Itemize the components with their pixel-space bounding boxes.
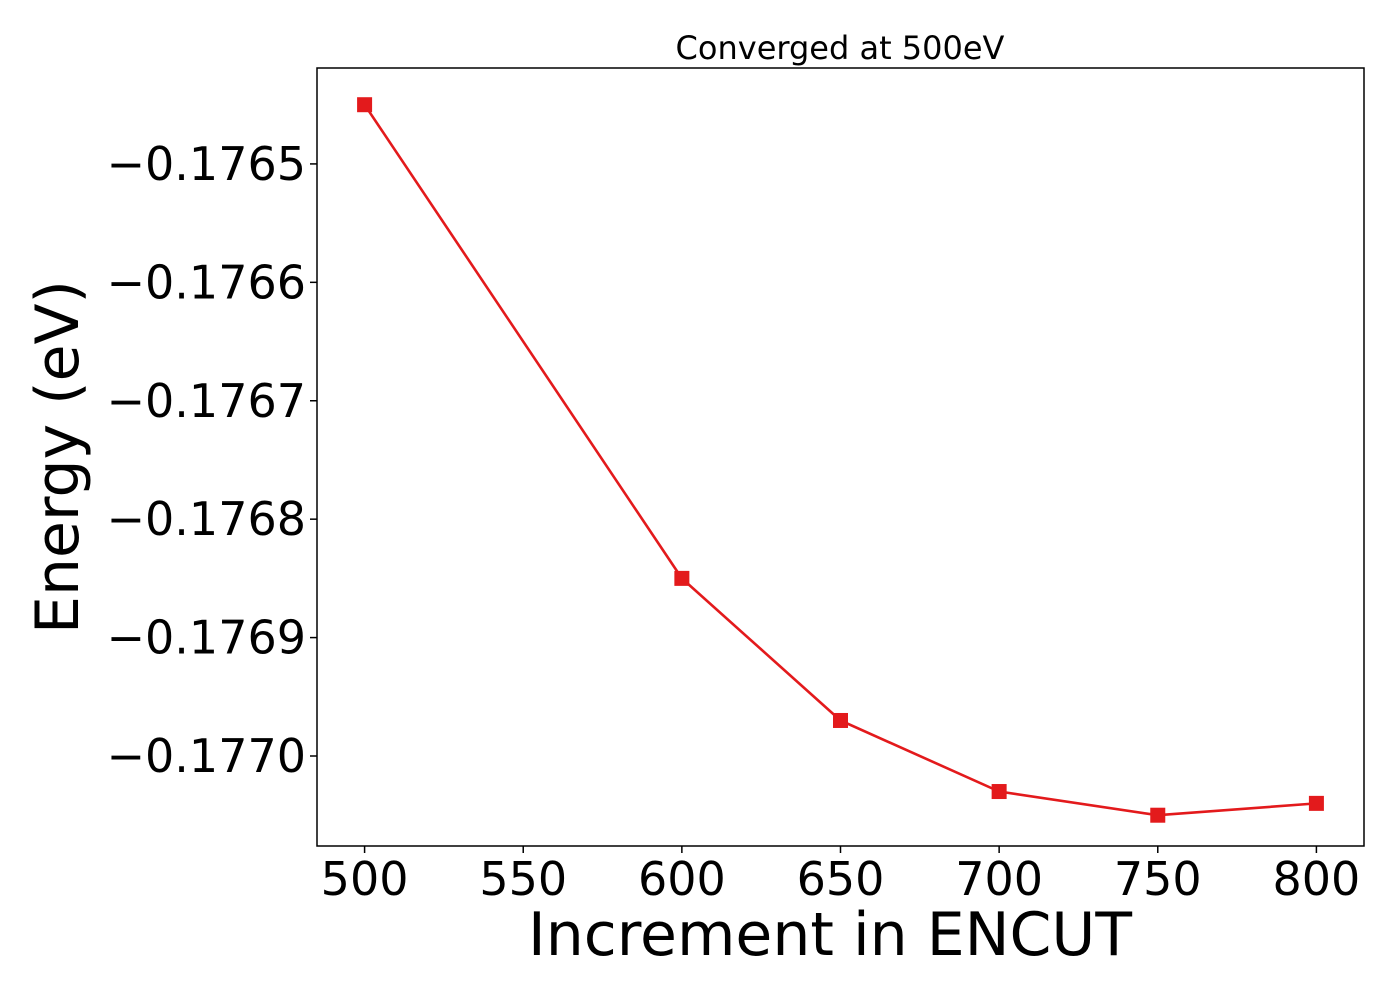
y-axis-label: Energy (eV) <box>23 280 93 634</box>
x-axis-label: Increment in ENCUT <box>528 900 1132 970</box>
plot-area <box>357 97 1324 823</box>
y-tick-label: −0.1767 <box>107 374 307 428</box>
x-tick-label: 500 <box>321 852 409 906</box>
y-axis-ticks: −0.1765 −0.1766 −0.1767 −0.1768 −0.1769 −0.17… <box>107 137 317 783</box>
y-tick-label: −0.1769 <box>107 611 307 665</box>
y-tick-label: −0.1766 <box>107 255 307 309</box>
x-tick-label: 550 <box>479 852 567 906</box>
data-point-750 <box>1150 807 1166 823</box>
y-tick-label: −0.1765 <box>107 137 307 191</box>
x-tick-label: 650 <box>797 852 885 906</box>
series-line-0 <box>363 103 1317 817</box>
data-point-650 <box>833 712 848 728</box>
x-tick-label: 800 <box>1273 852 1361 906</box>
chart-title: Converged at 500eV <box>676 29 1005 67</box>
x-axis-ticks: 500 550 600 650 700 750 800 <box>321 846 1361 906</box>
data-point-600 <box>674 570 690 586</box>
y-tick-label: −0.1770 <box>107 729 307 783</box>
x-tick-label: 600 <box>638 852 726 906</box>
x-tick-label: 700 <box>955 852 1043 906</box>
x-tick-label: 750 <box>1114 852 1202 906</box>
data-point-800 <box>1308 795 1324 811</box>
plot-frame <box>316 67 1365 847</box>
y-tick-label: −0.1768 <box>107 492 307 546</box>
data-point-500 <box>357 97 373 113</box>
data-point-700 <box>991 784 1007 800</box>
